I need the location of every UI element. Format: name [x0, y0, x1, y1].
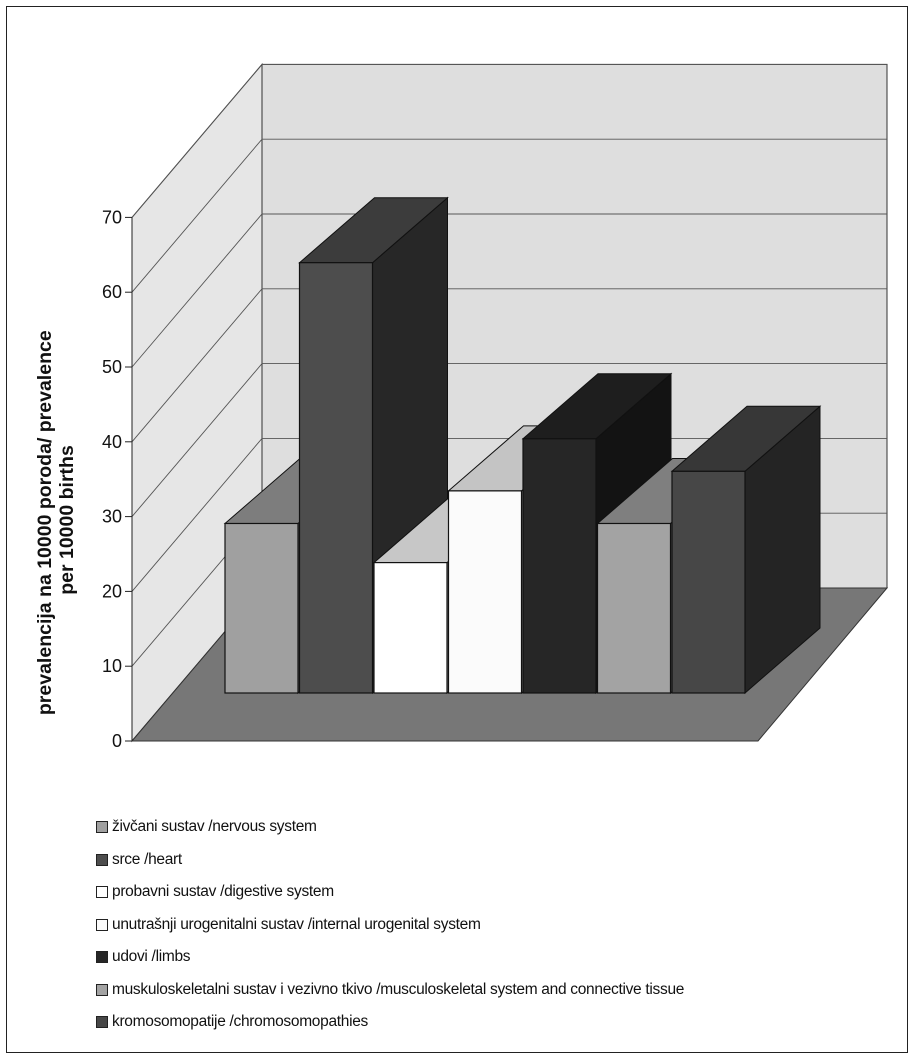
- y-axis-title-line-1: prevalencija na 10000 poroda/ prevalence: [34, 330, 56, 715]
- y-tick-label: 70: [102, 207, 122, 227]
- y-tick-label: 10: [102, 656, 122, 676]
- gridline: [131, 213, 887, 368]
- gridline: [131, 363, 887, 517]
- legend-item: unutrašnji urogenitalni sustav /internal…: [96, 910, 684, 940]
- legend-item: živčani sustav /nervous system: [96, 812, 684, 842]
- legend-item: muskuloskeletalni sustav i vezivno tkivo…: [96, 975, 684, 1005]
- legend-swatch: [96, 821, 108, 833]
- y-tick-label: 40: [102, 432, 122, 452]
- y-tick-label: 20: [102, 581, 122, 601]
- legend-swatch: [96, 951, 108, 963]
- bar-front: [373, 561, 448, 694]
- bar-front: [522, 438, 597, 694]
- y-tick-label: 30: [102, 507, 122, 527]
- legend-swatch: [96, 1016, 108, 1028]
- y-tick-label: 0: [112, 731, 122, 751]
- legend-swatch: [96, 918, 108, 931]
- gridline: [131, 63, 887, 218]
- y-axis-title: prevalencija na 10000 poroda/ prevalence…: [34, 325, 78, 715]
- legend-swatch: [96, 983, 108, 996]
- chart-legend: živčani sustav /nervous system srce /hear…: [96, 812, 684, 1040]
- bar-front: [596, 522, 672, 694]
- bar-front: [298, 262, 374, 694]
- y-tick-labels: 0 10 20 30 40 50 60 70: [102, 207, 133, 751]
- legend-label: muskuloskeletalni sustav i vezivno tkivo…: [112, 980, 685, 998]
- bar-front: [224, 522, 299, 694]
- legend-item: udovi /limbs: [96, 942, 684, 972]
- legend-label: udovi /limbs: [112, 948, 191, 965]
- gridline: [131, 437, 887, 592]
- legend-label: srce /heart: [112, 850, 182, 868]
- gridline: [131, 288, 887, 443]
- chart-bars: [223, 196, 822, 695]
- legend-label: unutrašnji urogenitalni sustav /internal…: [112, 915, 481, 933]
- y-tick-label: 60: [102, 282, 122, 302]
- legend-item: srce /heart: [96, 845, 684, 875]
- legend-swatch: [96, 886, 108, 898]
- legend-item: probavni sustav /digestive system: [96, 877, 684, 907]
- bar: [670, 405, 822, 695]
- bar-front: [447, 490, 523, 694]
- legend-label: probavni sustav /digestive system: [112, 883, 334, 900]
- legend-label: živčani sustav /nervous system: [112, 818, 317, 835]
- gridline: [131, 138, 887, 293]
- y-tick-label: 50: [102, 357, 122, 377]
- legend-item: kromosomopatije /chromosomopathies: [96, 1007, 684, 1037]
- bar-front: [671, 470, 746, 694]
- legend-swatch: [96, 853, 108, 866]
- legend-label: kromosomopatije /chromosomopathies: [112, 1013, 369, 1030]
- y-axis-title-line-2: per 10000 births: [56, 445, 78, 595]
